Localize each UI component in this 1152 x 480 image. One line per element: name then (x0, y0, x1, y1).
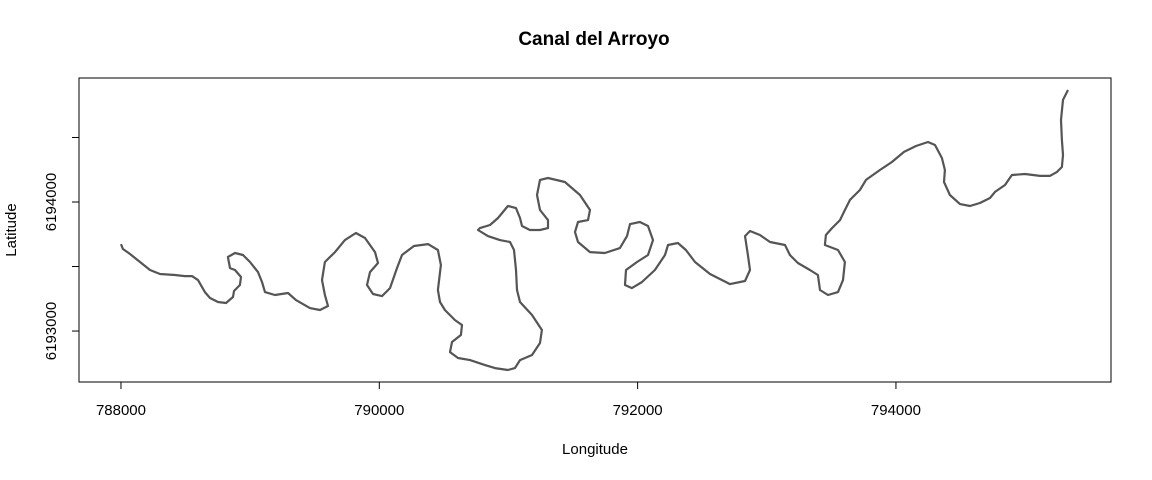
x-tick-label: 788000 (96, 402, 146, 419)
y-tick-label: 6194000 (43, 173, 60, 231)
plot-frame (78, 77, 1112, 383)
x-tick-label: 790000 (354, 402, 404, 419)
x-axis-label: Longitude (562, 441, 628, 458)
y-axis-label: Latitude (3, 203, 20, 256)
x-tick-label: 794000 (871, 402, 921, 419)
y-tick-label: 6193000 (43, 302, 60, 360)
chart-title: Canal del Arroyo (518, 29, 669, 50)
canal-line (119, 89, 1069, 372)
x-tick-label: 792000 (613, 402, 663, 419)
